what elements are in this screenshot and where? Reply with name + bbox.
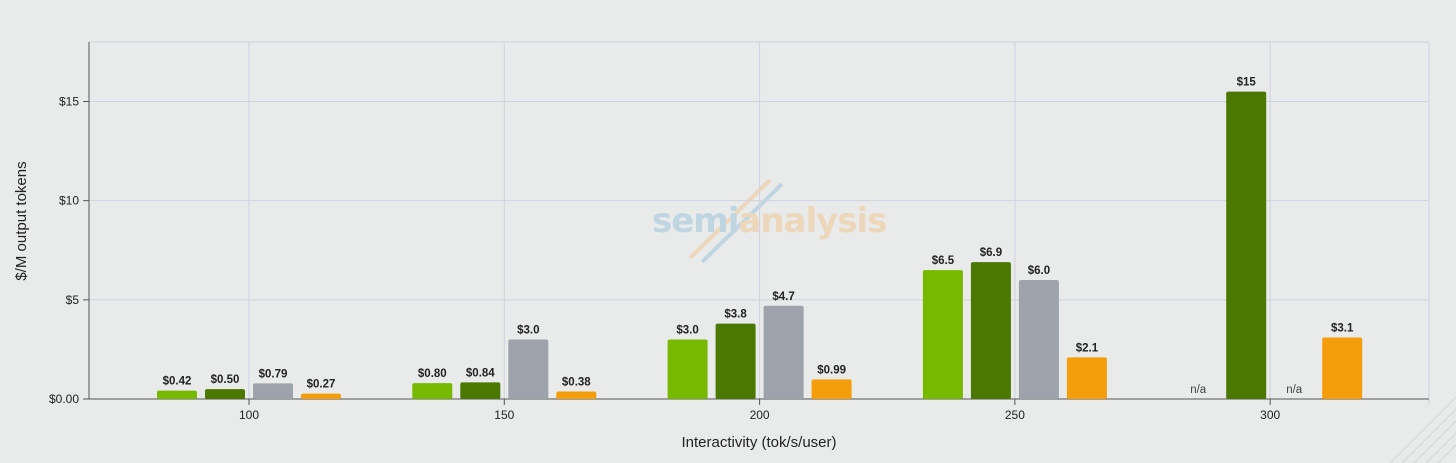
corner-hatching — [1389, 396, 1456, 463]
bar-value-label: $15 — [1237, 77, 1257, 89]
bar — [205, 389, 245, 399]
bar-value-label: $2.1 — [1076, 342, 1099, 354]
bar — [1226, 91, 1267, 399]
bar — [970, 262, 1011, 399]
watermark-text-analysis: analysis — [738, 201, 886, 241]
bar — [763, 305, 804, 399]
bar — [412, 383, 453, 399]
bar — [922, 270, 963, 399]
watermark: semianalysis — [652, 178, 887, 264]
bar-value-label: $0.79 — [259, 368, 288, 380]
bar — [715, 323, 756, 399]
bar-value-label: $0.99 — [817, 364, 846, 376]
x-tick-label: 200 — [750, 408, 770, 422]
svg-text:semianalysis: semianalysis — [652, 201, 886, 241]
bar — [1322, 337, 1363, 399]
x-axis-title: Interactivity (tok/s/user) — [681, 434, 836, 451]
bar-value-label: $3.0 — [517, 325, 539, 337]
y-tick-label: $15 — [59, 95, 79, 109]
watermark-text-semi: semi — [652, 201, 738, 241]
bar-value-label: $0.38 — [562, 376, 591, 388]
y-tick-label: $0.00 — [49, 392, 79, 406]
x-tick-label: 150 — [494, 408, 514, 422]
bar-value-label: $0.42 — [163, 376, 192, 388]
y-tick-label: $5 — [66, 293, 80, 307]
y-axis-title: $/M output tokens — [13, 161, 30, 280]
x-tick-label: 100 — [239, 408, 259, 422]
na-label: n/a — [1190, 384, 1207, 396]
bar — [1018, 280, 1059, 399]
bar — [157, 390, 197, 399]
bar — [460, 382, 501, 399]
bar-value-label: $0.84 — [466, 367, 495, 379]
bar-value-label: $3.8 — [724, 309, 747, 321]
na-label: n/a — [1286, 384, 1303, 396]
bar-value-label: $3.0 — [676, 325, 698, 337]
bar-value-label: $4.7 — [772, 291, 794, 303]
bar — [556, 391, 597, 399]
bar-value-label: $0.50 — [211, 374, 240, 386]
y-tick-label: $10 — [59, 194, 79, 208]
bar-value-label: $6.0 — [1028, 265, 1050, 277]
x-tick-label: 250 — [1005, 408, 1025, 422]
bar-value-label: $0.27 — [307, 379, 336, 391]
bar — [253, 383, 293, 399]
bar-value-label: $3.1 — [1331, 323, 1354, 335]
bar — [811, 379, 852, 399]
bar — [301, 393, 341, 399]
bar-value-label: $0.80 — [418, 368, 447, 380]
bar-value-label: $6.5 — [932, 255, 955, 267]
bar-value-label: $6.9 — [980, 247, 1002, 259]
x-tick-label: 300 — [1260, 408, 1280, 422]
bar — [667, 339, 708, 399]
bar — [508, 339, 549, 399]
bars — [157, 91, 1363, 399]
data-labels: $0.42 $0.50 $0.79 $0.27 $0.80 $0.84 $3.0 $0.38 $… — [163, 77, 1354, 396]
gridlines — [89, 41, 1430, 405]
bar — [1066, 357, 1107, 399]
